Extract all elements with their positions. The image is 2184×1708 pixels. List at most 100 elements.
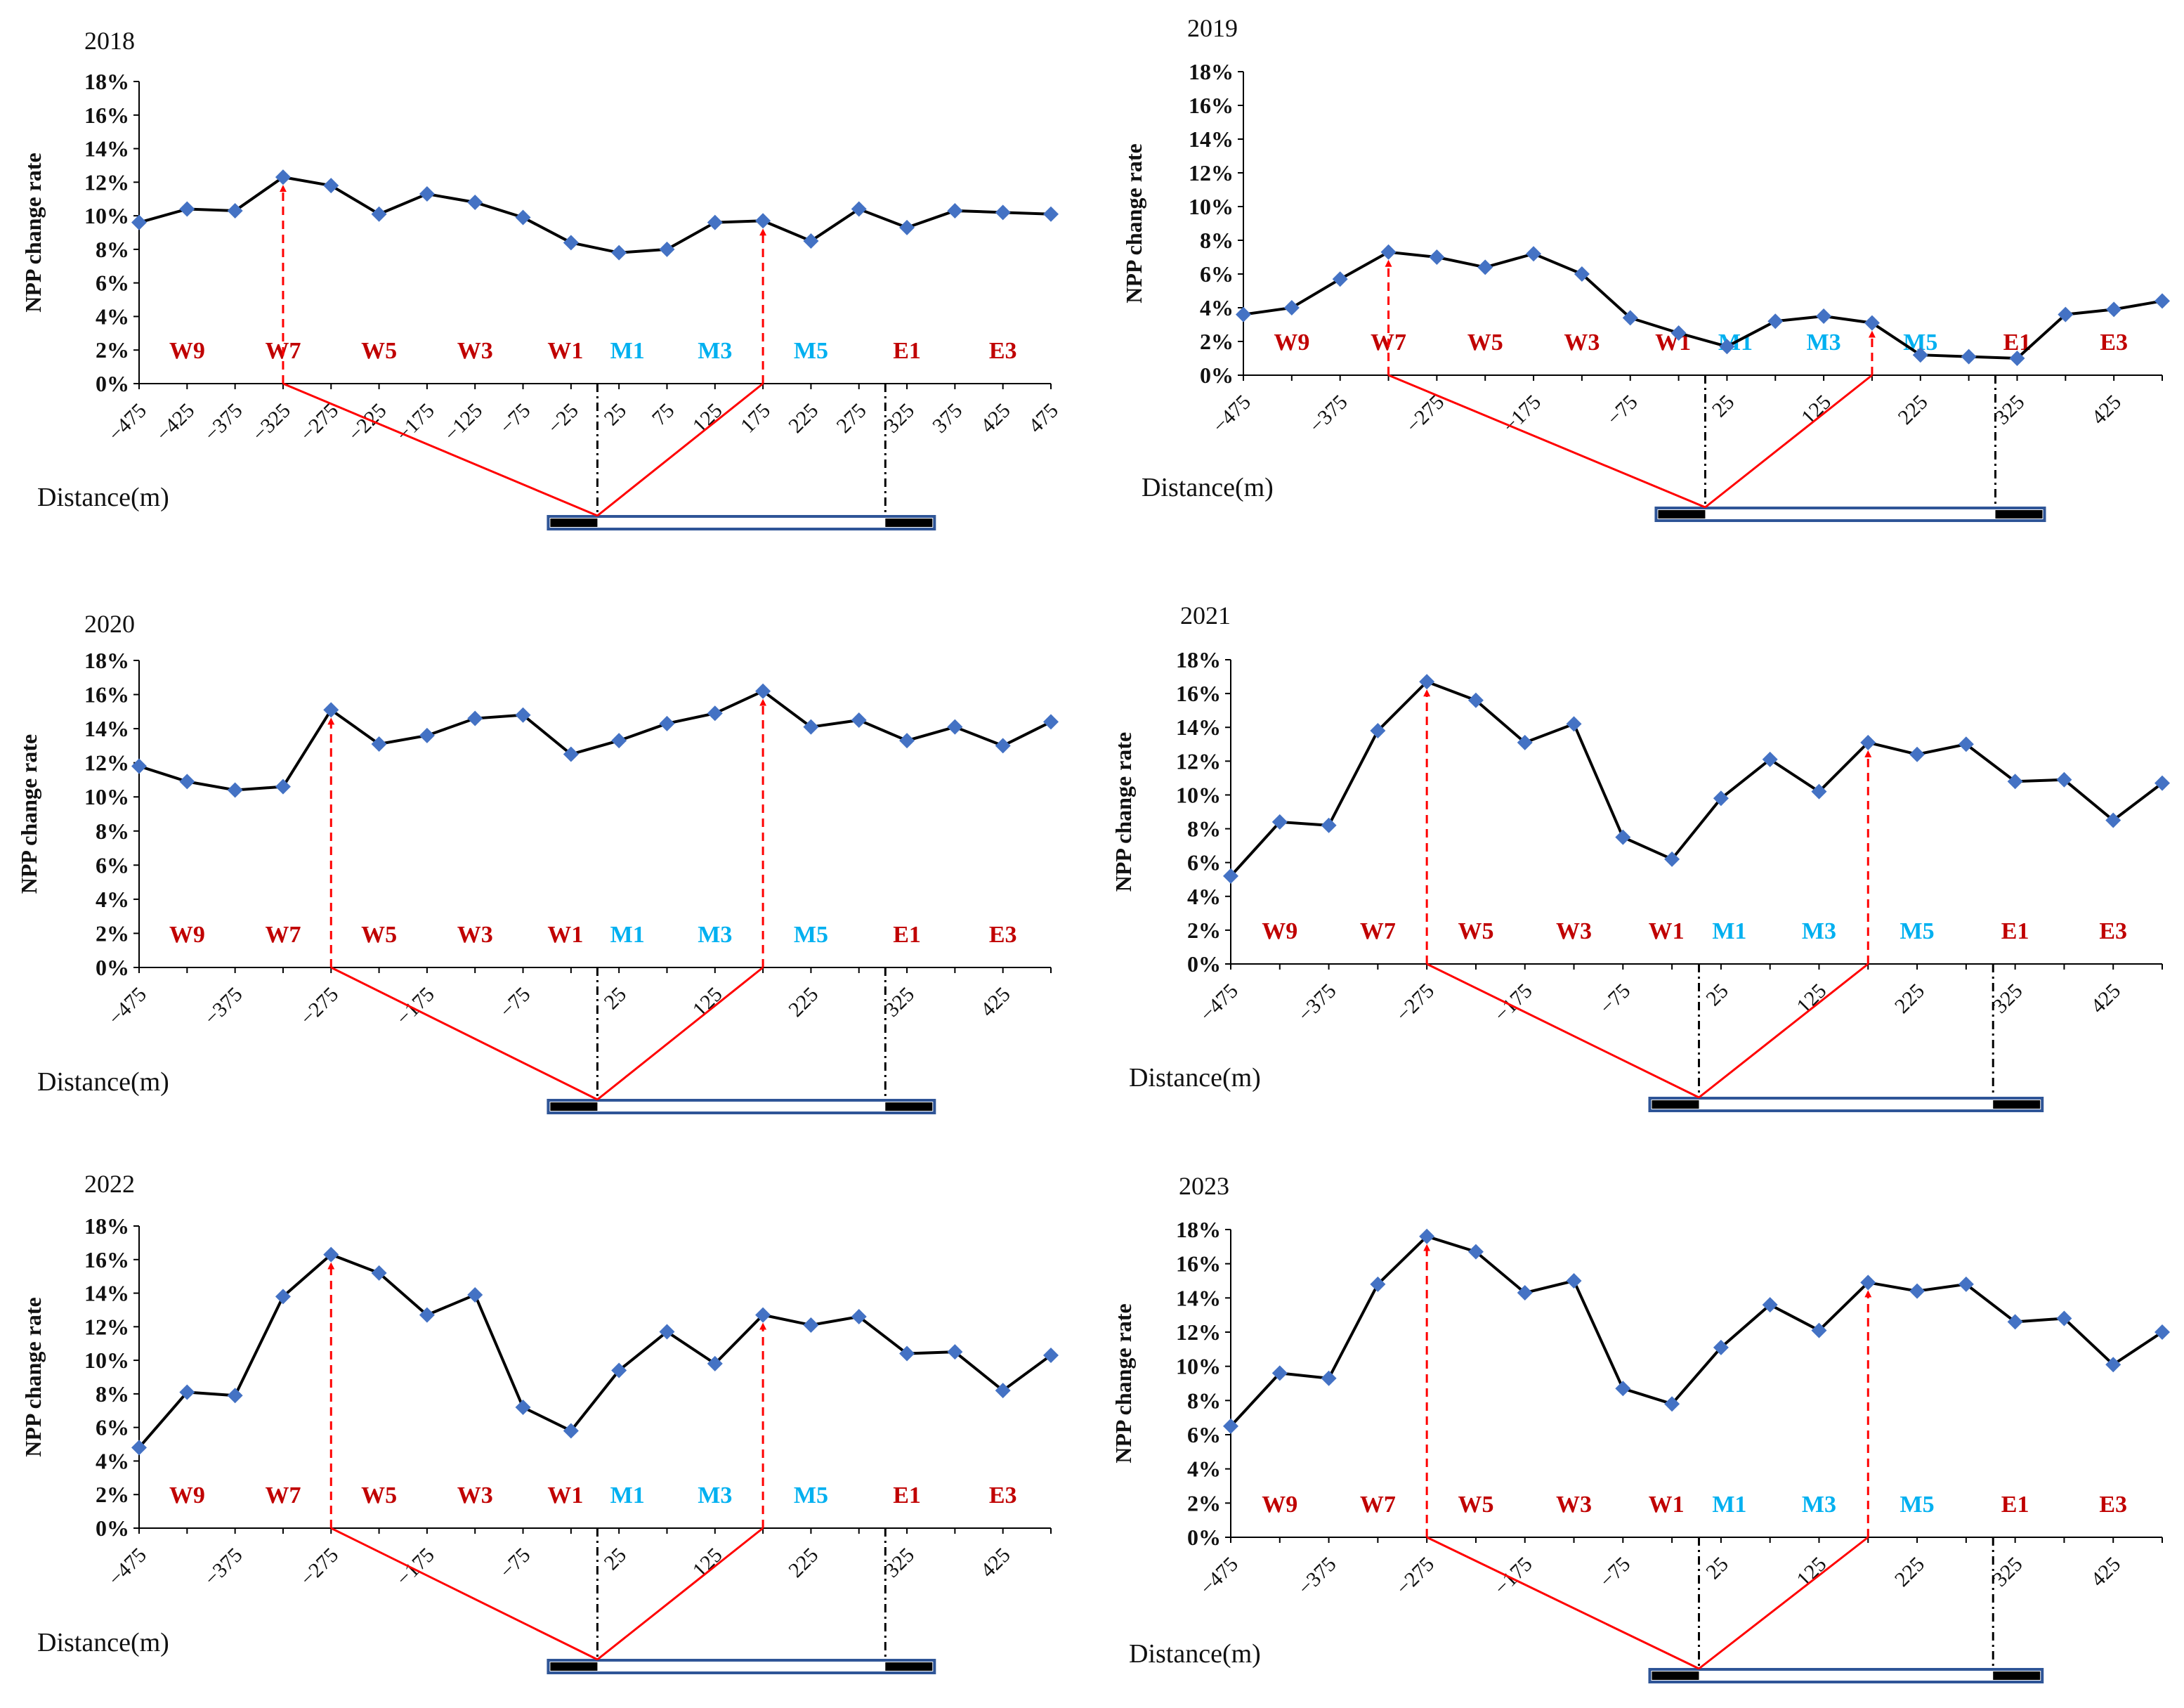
x-tick-label: −75 <box>1595 1553 1635 1593</box>
npp-series-line <box>1243 250 2163 360</box>
data-point <box>1271 1365 1288 1381</box>
x-axis-label: Distance(m) <box>37 1067 169 1097</box>
data-point <box>1526 246 1542 262</box>
x-tick-label: −425 <box>152 399 199 446</box>
y-tick-label: 2% <box>1187 918 1221 943</box>
chart-panel-2023: 2023 NPP change rate 0% 2% 4% 6% 8% 10% 12% 14% 16… <box>1111 1172 2170 1683</box>
y-tick-label: 10% <box>1189 194 1234 219</box>
zone-label-w9: W9 <box>1274 330 1309 356</box>
data-point <box>707 214 723 230</box>
zone-label-w9: W9 <box>169 1482 205 1508</box>
data-point <box>611 1362 627 1378</box>
panel-year-title: 2023 <box>1179 1172 1229 1200</box>
y-tick-label: 0% <box>1187 951 1221 977</box>
zone-label-m3: M3 <box>698 338 732 364</box>
x-tick-label: −175 <box>392 1544 439 1591</box>
x-tick-label: −275 <box>296 1544 343 1591</box>
data-point <box>1370 1276 1386 1292</box>
x-tick-label: −125 <box>440 399 487 446</box>
data-point <box>1811 1322 1827 1338</box>
zone-label-w1: W1 <box>1649 918 1685 944</box>
panel-year-title: 2022 <box>84 1170 135 1198</box>
data-point <box>275 1289 291 1305</box>
zone-label-m5: M5 <box>1900 1492 1935 1518</box>
data-point <box>1236 306 1251 322</box>
road-bar-west-end <box>550 1102 598 1111</box>
zone-label-m3: M3 <box>1802 1492 1836 1518</box>
data-point <box>419 186 435 202</box>
data-point <box>899 1345 915 1362</box>
data-point <box>1713 1339 1729 1355</box>
y-tick-label: 10% <box>1176 1354 1221 1379</box>
chart-panel-2022: 2022 NPP change rate 0% 2% 4% 6% 8% 10% 12% 14% 16… <box>20 1170 1059 1674</box>
data-point <box>1961 348 1977 365</box>
zone-label-m1: M1 <box>610 922 645 948</box>
data-point <box>947 1344 963 1360</box>
data-point <box>947 719 963 735</box>
panel-year-title: 2020 <box>84 610 135 638</box>
zone-label-e3: E3 <box>989 338 1017 364</box>
data-point <box>2105 812 2121 828</box>
data-point <box>563 746 579 762</box>
y-axis-label: NPP change rate <box>20 1297 46 1457</box>
data-point <box>515 707 531 723</box>
zone-label-e3: E3 <box>2099 1492 2127 1518</box>
road-bar-west-end <box>550 1662 598 1671</box>
zone-label-e3: E3 <box>989 922 1017 948</box>
y-tick-label: 6% <box>96 270 129 296</box>
zone-label-w5: W5 <box>361 338 397 364</box>
y-tick-label: 6% <box>1200 261 1234 287</box>
data-point <box>179 201 195 217</box>
data-point <box>179 1384 195 1400</box>
x-tick-label: 425 <box>976 399 1014 438</box>
y-tick-label: 0% <box>96 955 129 980</box>
y-tick-label: 10% <box>84 1348 129 1373</box>
data-point <box>755 1307 771 1323</box>
zone-label-m5: M5 <box>794 1482 828 1508</box>
data-point <box>1380 244 1397 260</box>
zone-label-m3: M3 <box>698 1482 732 1508</box>
data-point <box>1419 674 1435 690</box>
red-link-line <box>1426 1536 1700 1670</box>
data-point <box>851 1309 867 1324</box>
y-tick-label: 2% <box>1187 1490 1221 1515</box>
data-point <box>1713 790 1729 807</box>
road-bar-outline <box>1654 507 2046 522</box>
y-tick-label: 6% <box>1187 1422 1221 1447</box>
x-tick-label: −75 <box>495 983 535 1023</box>
zone-label-w3: W3 <box>1564 330 1600 356</box>
x-tick-label: −475 <box>1196 979 1243 1026</box>
data-point <box>659 1324 675 1340</box>
zone-label-e1: E1 <box>893 922 921 948</box>
zone-label-m3: M3 <box>1802 918 1836 944</box>
x-tick-label: 25 <box>600 399 632 431</box>
x-tick-label: −375 <box>1293 1553 1340 1600</box>
y-axis-label: NPP change rate <box>1121 143 1146 304</box>
red-link-line <box>596 966 764 1101</box>
y-tick-label: 18% <box>84 648 129 673</box>
x-tick-label: 25 <box>1701 1553 1733 1584</box>
zone-label-w5: W5 <box>361 922 397 948</box>
data-point <box>371 206 387 222</box>
x-tick-label: 175 <box>736 399 775 438</box>
y-tick-label: 2% <box>96 920 129 946</box>
y-tick-label: 18% <box>84 69 129 94</box>
zone-label-e1: E1 <box>893 338 921 364</box>
data-point <box>1719 339 1735 355</box>
red-link-line <box>330 1527 599 1661</box>
data-point <box>1429 249 1445 265</box>
data-point <box>659 241 675 257</box>
chart-panel-2019: 2019 NPP change rate 0% 2% 4% 6% 8% 10% 12% 14% 16… <box>1121 14 2170 522</box>
data-point <box>131 758 147 774</box>
zone-label-w3: W3 <box>1556 1492 1592 1518</box>
y-tick-label: 2% <box>96 1482 129 1507</box>
y-tick-label: 14% <box>1189 126 1234 152</box>
x-tick-label: 225 <box>784 1544 823 1582</box>
x-tick-label: 425 <box>2086 979 2125 1018</box>
zone-label-m3: M3 <box>698 922 732 948</box>
x-tick-label: 425 <box>976 983 1014 1022</box>
road-bar-outline <box>547 1659 936 1674</box>
zone-label-m5: M5 <box>1900 918 1935 944</box>
data-point <box>227 202 243 219</box>
y-tick-label: 4% <box>1187 1456 1221 1482</box>
